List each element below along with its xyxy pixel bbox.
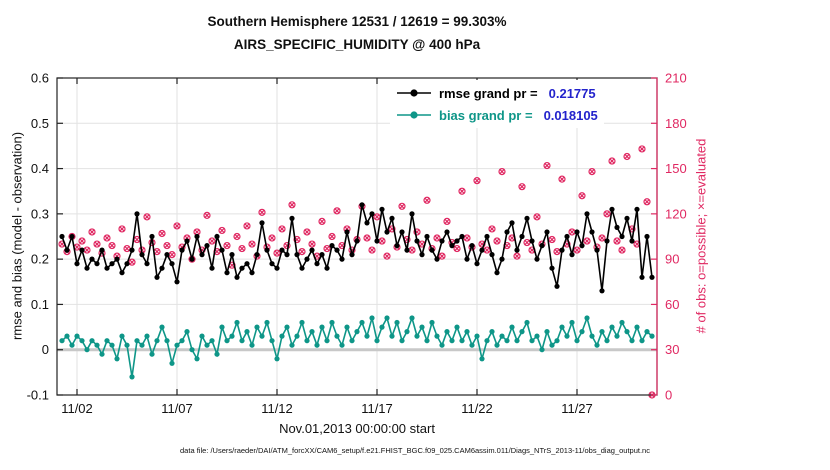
legend-rmse-value: 0.21775 [548, 85, 596, 101]
right-tick-label: 0 [665, 388, 672, 403]
left-tick-label: 0.6 [31, 71, 49, 86]
rmse-series [59, 202, 655, 294]
rmse-line-marker-icon [397, 89, 431, 97]
legend-bias-value: 0.018105 [543, 107, 598, 123]
data-file-path: data file: /Users/raeder/DAI/ATM_forcXX/… [180, 446, 650, 455]
left-tick-label: 0 [42, 342, 49, 357]
left-tick-label: 0.5 [31, 116, 49, 131]
right-tick-label: 150 [665, 161, 687, 176]
right-tick-label: 30 [665, 342, 679, 357]
bias-series [59, 315, 655, 380]
obs-count-markers [58, 145, 656, 399]
right-tick-label: 90 [665, 252, 679, 267]
left-tick-label: 0.3 [31, 206, 49, 221]
plot-title: Southern Hemisphere 12531 / 12619 = 99.3… [207, 14, 507, 29]
x-tick-label: 11/27 [561, 401, 593, 416]
right-tick-label: 210 [665, 71, 687, 86]
legend-bias-label: bias grand pr = [439, 107, 533, 123]
x-axis-label: Nov.01,2013 00:00:00 start [279, 421, 435, 436]
left-tick-label: -0.1 [27, 388, 49, 403]
legend-row-bias: bias grand pr = 0.018105 [396, 104, 598, 126]
legend-rmse-label: rmse grand pr = [439, 85, 538, 101]
left-tick-label: 0.2 [31, 252, 49, 267]
x-tick-label: 11/22 [461, 401, 493, 416]
plot-subtitle: AIRS_SPECIFIC_HUMIDITY @ 400 hPa [233, 37, 481, 52]
tick-labels: 11/02 11/07 11/12 11/17 11/22 11/27 -0.1 0 0.1 0.… [27, 71, 687, 417]
x-tick-label: 11/07 [161, 401, 193, 416]
legend-row-rmse: rmse grand pr = 0.21775 [396, 82, 598, 104]
x-tick-label: 11/02 [61, 401, 93, 416]
bias-line-marker-icon [397, 111, 431, 119]
legend: rmse grand pr = 0.21775 bias grand pr = 0.… [390, 80, 604, 128]
right-tick-label: 120 [665, 206, 687, 221]
right-tick-label: 60 [665, 297, 679, 312]
x-tick-label: 11/17 [361, 401, 393, 416]
x-tick-label: 11/12 [261, 401, 293, 416]
left-tick-label: 0.1 [31, 297, 49, 312]
left-tick-label: 0.4 [31, 161, 49, 176]
right-tick-label: 180 [665, 116, 687, 131]
tick-marks [57, 77, 657, 396]
right-axis-label: # of obs: o=possible; ×=evaluated [693, 138, 709, 334]
left-axis-label: rmse and bias (model - observation) [9, 131, 25, 341]
